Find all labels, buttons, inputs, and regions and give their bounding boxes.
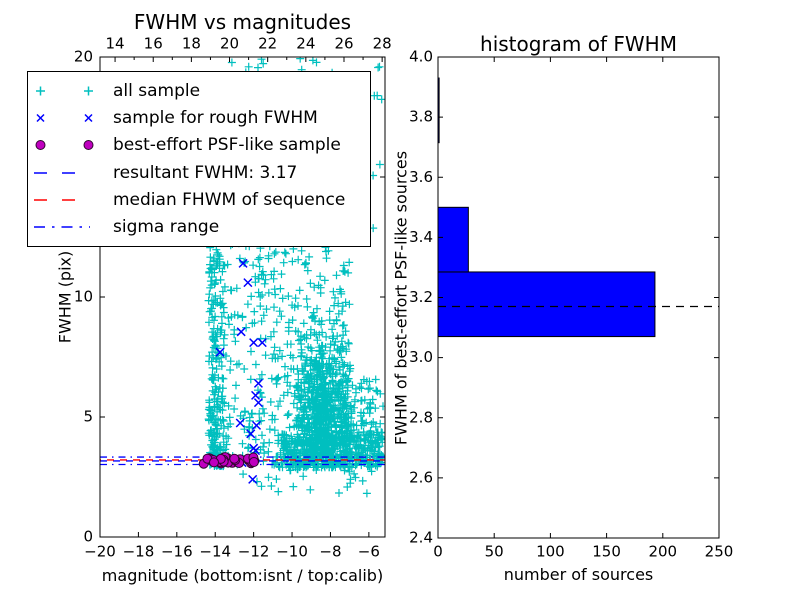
legend: all sample sample for rough FWHM best-ef… [27, 71, 371, 247]
tick-label: 14 [106, 35, 125, 53]
tick-label: 26 [334, 35, 353, 53]
tick-label: 10 [74, 288, 93, 306]
tick-label: 250 [705, 543, 734, 561]
tick-label: 3.6 [409, 168, 433, 186]
red-dashed-line-icon [34, 198, 86, 201]
tick-label: 2.6 [409, 468, 433, 486]
tick-label: 24 [296, 35, 315, 53]
tick-label: 16 [144, 35, 163, 53]
tick-label: 150 [592, 543, 621, 561]
tick-label: −18 [123, 543, 155, 561]
hist-bar [437, 206, 469, 273]
tick-label: −16 [161, 543, 193, 561]
tick-label: 200 [648, 543, 677, 561]
right-plot-data [437, 77, 719, 338]
legend-label: median FHWM of sequence [113, 189, 346, 210]
tick-label: 2.4 [409, 529, 433, 547]
legend-item-rough-fwhm: sample for rough FWHM [28, 108, 370, 128]
blue-dashdot-line-icon [34, 226, 90, 228]
tick-label: 3.2 [409, 288, 433, 306]
legend-label: all sample [113, 81, 201, 102]
tick-label: 0 [433, 543, 443, 561]
tick-label: 2.8 [409, 408, 433, 426]
plus-marker-icon [36, 86, 93, 96]
tick-label: 3.0 [409, 348, 433, 366]
left-plot-ylabel: FWHM (pix) [55, 250, 75, 344]
legend-item-all-sample: all sample [28, 81, 370, 101]
tick-label: −6 [358, 543, 380, 561]
tick-label: 20 [220, 35, 239, 53]
tick-label: −12 [238, 543, 270, 561]
tick-label: 100 [536, 543, 565, 561]
tick-label: 22 [258, 35, 277, 53]
tick-label: −14 [199, 543, 231, 561]
left-plot-xlabel: magnitude (bottom:isnt / top:calib) [101, 566, 384, 585]
x-marker-icon [36, 114, 93, 123]
legend-item-median-fwhm: median FHWM of sequence [28, 190, 370, 210]
legend-item-sigma-range: sigma range [28, 217, 370, 237]
legend-label: sample for rough FWHM [113, 108, 318, 129]
legend-item-psf-sample: best-effort PSF-like sample [28, 135, 370, 155]
right-plot-ylabel: FWHM of best-effort PSF-like sources [391, 150, 411, 446]
right-plot-title: histogram of FWHM [480, 32, 677, 56]
tick-label: −8 [319, 543, 341, 561]
tick-label: 50 [485, 543, 504, 561]
tick-label: 3.4 [409, 228, 433, 246]
tick-label: 20 [74, 48, 93, 66]
axis-ticks: −20 −18 −16 −14 −12 −10 −8 −6 14 16 18 20 22 24 26 28 0 5… [74, 35, 733, 561]
psf-sample-points [198, 452, 260, 469]
tick-label: −20 [84, 543, 116, 561]
legend-label: sigma range [113, 216, 220, 237]
left-plot-data [100, 57, 385, 498]
tick-label: 18 [182, 35, 201, 53]
tick-label: 4.0 [409, 48, 433, 66]
right-plot-xlabel: number of sources [503, 565, 654, 584]
dot-marker-icon [35, 140, 94, 151]
tick-label: 28 [373, 35, 392, 53]
tick-label: 0 [83, 528, 93, 546]
hist-bar [437, 271, 656, 338]
tick-label: −10 [276, 543, 308, 561]
tick-label: 3.8 [409, 108, 433, 126]
legend-item-resultant-fwhm: resultant FWHM: 3.17 [28, 163, 370, 183]
tick-label: 5 [83, 408, 93, 426]
legend-label: best-effort PSF-like sample [113, 135, 341, 156]
blue-dashed-line-icon [34, 171, 86, 174]
legend-label: resultant FWHM: 3.17 [113, 162, 298, 183]
left-plot-title: FWHM vs magnitudes [133, 10, 352, 34]
